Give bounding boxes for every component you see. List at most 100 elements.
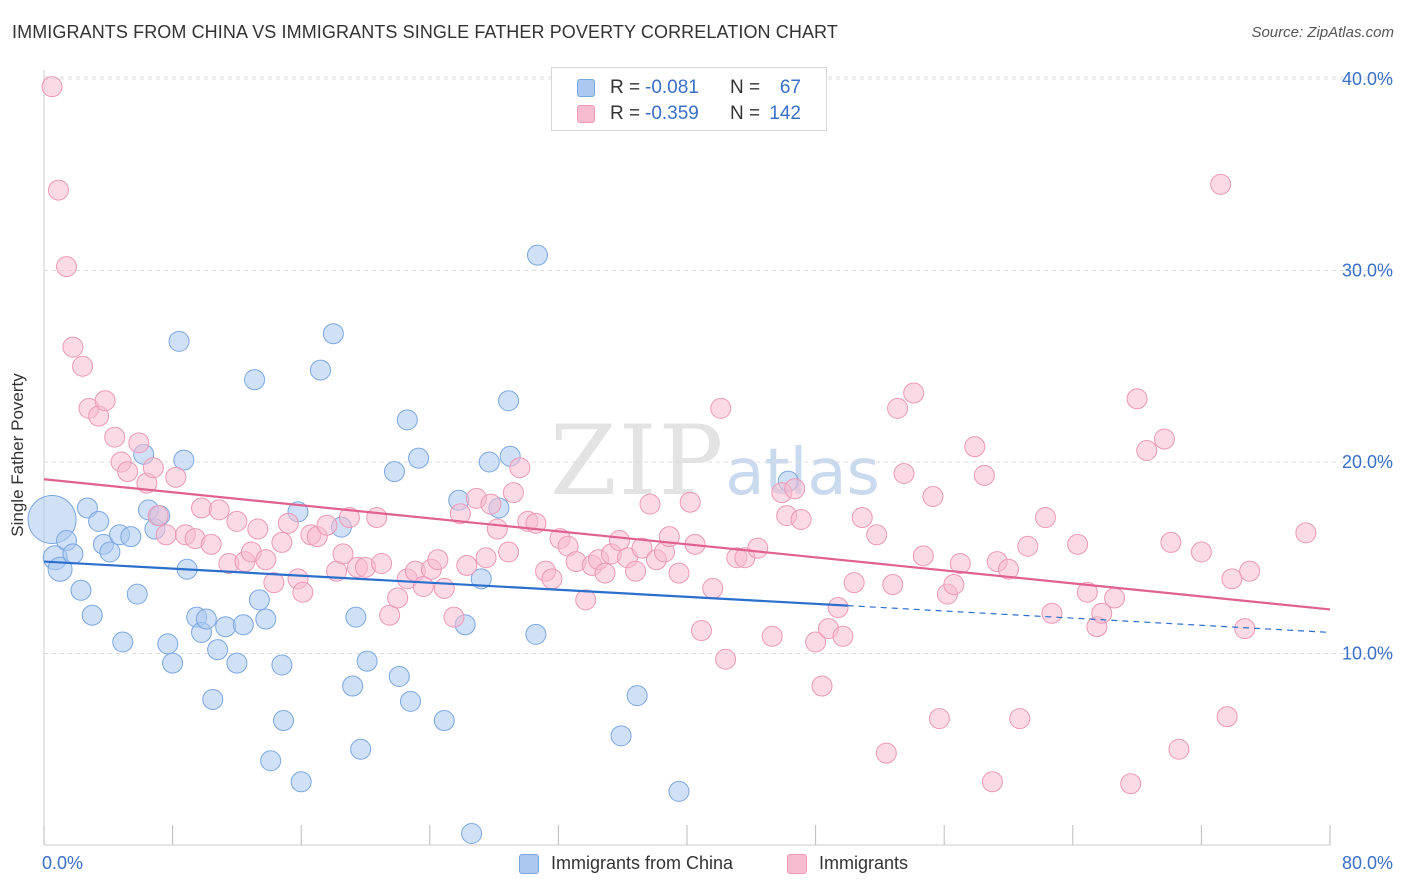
china-point [668, 780, 690, 802]
immigrants-point [715, 648, 737, 670]
immigrants-point [832, 625, 854, 647]
immigrants-point [928, 708, 950, 730]
immigrants-point [690, 620, 712, 642]
chart-title: IMMIGRANTS FROM CHINA VS IMMIGRANTS SING… [12, 22, 838, 42]
china-point [400, 690, 422, 712]
china-point [120, 526, 142, 548]
y-tick-label: 10.0% [1342, 644, 1393, 664]
immigrants-point [608, 530, 630, 552]
immigrants-point [1210, 173, 1232, 195]
immigrants-point [427, 549, 449, 571]
correlation-legend: R = -0.081 N = 67 R = -0.359 N = 142 [551, 67, 827, 131]
immigrants-point [456, 554, 478, 576]
legend-n-label: N = [730, 103, 761, 124]
immigrants-point [247, 518, 269, 540]
legend-n-value: 67 [779, 77, 801, 98]
china-point [162, 652, 184, 674]
immigrants-point [366, 507, 388, 529]
immigrants-point [498, 541, 520, 563]
immigrants-point [502, 482, 524, 504]
immigrants-point [912, 545, 934, 567]
china-point [202, 688, 224, 710]
immigrants-point [379, 604, 401, 626]
immigrants-point [147, 505, 169, 527]
immigrants-point [255, 549, 277, 571]
china-point [345, 606, 367, 628]
china-point [255, 608, 277, 630]
immigrants-point [47, 179, 69, 201]
china-point [215, 616, 237, 638]
immigrants-point [200, 533, 222, 555]
axes [43, 70, 1330, 846]
legend-r-value: -0.081 [645, 77, 699, 98]
legend-row-immigrants: R = -0.359 N = 142 [552, 102, 826, 126]
china-point [157, 633, 179, 655]
legend-swatch-immigrants [787, 854, 807, 874]
china-point [626, 685, 648, 707]
immigrants-point [371, 552, 393, 574]
immigrants-point [449, 503, 471, 525]
immigrants-point [1216, 706, 1238, 728]
immigrants-point [94, 390, 116, 412]
source-label: Source: ZipAtlas.com [1251, 24, 1394, 41]
china-point [271, 654, 293, 676]
immigrants-point [882, 574, 904, 596]
immigrants-point [943, 574, 965, 596]
immigrants-point [277, 512, 299, 534]
y-tick-label: 40.0% [1342, 69, 1393, 89]
immigrants-point [191, 497, 213, 519]
immigrants-point [1076, 581, 1098, 603]
china-point [322, 323, 344, 345]
immigrants-point [805, 631, 827, 653]
china-point [610, 725, 632, 747]
immigrants-point [964, 436, 986, 458]
y-axis-label: Single Father Poverty [8, 373, 27, 537]
immigrants-point [998, 558, 1019, 580]
immigrants-point [790, 508, 812, 530]
x-tick-label: 80.0% [1342, 853, 1393, 873]
china-point [290, 771, 312, 793]
immigrants-point [1067, 533, 1089, 555]
immigrants-point [475, 547, 497, 569]
immigrants-point [1234, 618, 1256, 640]
y-tick-label: 30.0% [1342, 261, 1393, 281]
immigrants-point [1104, 587, 1126, 609]
china-point [309, 359, 331, 381]
immigrants-point [1126, 388, 1148, 410]
axis-ticks [43, 825, 1331, 845]
immigrants-point [117, 461, 139, 483]
legend-swatch-china [519, 854, 539, 874]
china-point [383, 461, 405, 483]
legend-r-label: R = [610, 77, 641, 98]
immigrants-point [128, 432, 150, 454]
immigrants-point [668, 562, 690, 584]
immigrants-point [62, 336, 84, 358]
china-point [226, 652, 248, 674]
immigrants-point [811, 675, 833, 697]
immigrants-point [1017, 535, 1039, 557]
immigrants-point [631, 537, 653, 559]
legend-label-immigrants: Immigrants [819, 853, 909, 873]
china-point [99, 541, 121, 563]
immigrants-point [710, 397, 732, 419]
china-point [232, 614, 254, 636]
immigrants-point [316, 514, 338, 536]
china-point [433, 710, 455, 732]
immigrants-point [866, 524, 888, 546]
y-tick-label: 20.0% [1342, 452, 1393, 472]
immigrants-point [761, 625, 783, 647]
immigrants-point [893, 462, 915, 484]
immigrants-point [887, 397, 909, 419]
immigrants-point [981, 771, 1003, 793]
immigrants-point [903, 382, 925, 404]
china-point [388, 665, 410, 687]
immigrants-point [72, 355, 94, 377]
china-point [350, 738, 372, 760]
china-point [248, 589, 270, 611]
immigrants-point [851, 507, 873, 529]
immigrants-point [480, 493, 502, 515]
immigrants-point [1136, 440, 1158, 462]
china-point [408, 447, 430, 469]
immigrants-point [155, 524, 177, 546]
